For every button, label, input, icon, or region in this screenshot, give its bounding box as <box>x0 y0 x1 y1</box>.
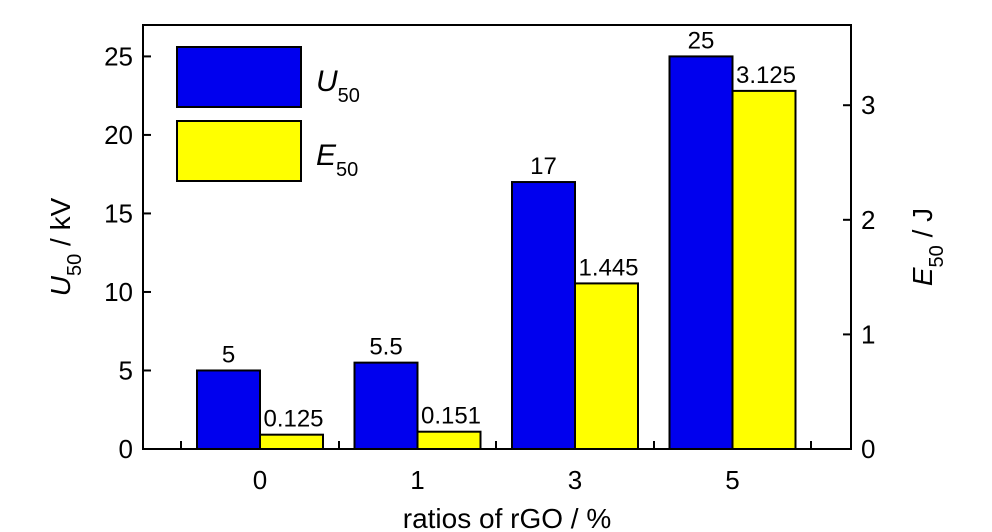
legend-label-e: E50 <box>316 139 358 181</box>
y-tick-label-0: 0 <box>119 434 133 464</box>
x-axis-title: ratios of rGO / % <box>403 503 612 532</box>
data-labels: 5 5.5 17 25 0.125 0.151 1.445 3.125 <box>222 27 796 432</box>
legend-swatch-u <box>176 46 302 108</box>
x-tick-label-1: 1 <box>410 465 424 495</box>
data-label-e-3: 1.445 <box>578 254 638 281</box>
y2-tick-label-3: 3 <box>861 90 875 120</box>
legend-label-u: U50 <box>316 65 360 107</box>
y2-tick-label-2: 2 <box>861 205 875 235</box>
bars <box>196 55 797 451</box>
data-label-u-0: 5 <box>222 341 235 368</box>
bar-u-0 <box>196 369 261 450</box>
x-tick-label-0: 0 <box>253 465 267 495</box>
bar-e-3 <box>574 282 639 450</box>
data-label-u-5: 25 <box>688 27 715 54</box>
data-label-u-1: 5.5 <box>369 334 402 361</box>
x-tick-label-3: 3 <box>568 465 582 495</box>
y-tick-label-15: 15 <box>104 198 133 228</box>
bar-u-3 <box>511 181 576 450</box>
y2-tick-label-1: 1 <box>861 319 875 349</box>
bar-e-5 <box>731 89 797 450</box>
y-tick-label-20: 20 <box>104 120 133 150</box>
data-label-e-0: 0.125 <box>263 406 323 433</box>
y2-axis-title: E50 / J <box>907 208 948 286</box>
bar-u-5 <box>668 55 734 450</box>
y-axis-title: U50 / kV <box>45 197 86 296</box>
y-tick-label-10: 10 <box>104 277 133 307</box>
y-tick-label-5: 5 <box>119 355 133 385</box>
x-tick-label-5: 5 <box>725 465 739 495</box>
data-label-u-3: 17 <box>530 153 557 180</box>
axes: 0 5 10 15 20 25 0 1 2 3 0 1 3 5 ratios of rGO / % U50 /… <box>45 41 948 532</box>
bar-e-1 <box>416 430 482 451</box>
bar-e-0 <box>259 433 324 451</box>
legend-swatch-e <box>176 120 302 182</box>
legend: U50 E50 <box>176 46 360 182</box>
data-label-e-1: 0.151 <box>421 403 481 430</box>
y2-tick-label-0: 0 <box>861 434 875 464</box>
data-label-e-5: 3.125 <box>736 62 796 89</box>
bar-u-1 <box>353 361 419 451</box>
y-tick-label-25: 25 <box>104 41 133 71</box>
